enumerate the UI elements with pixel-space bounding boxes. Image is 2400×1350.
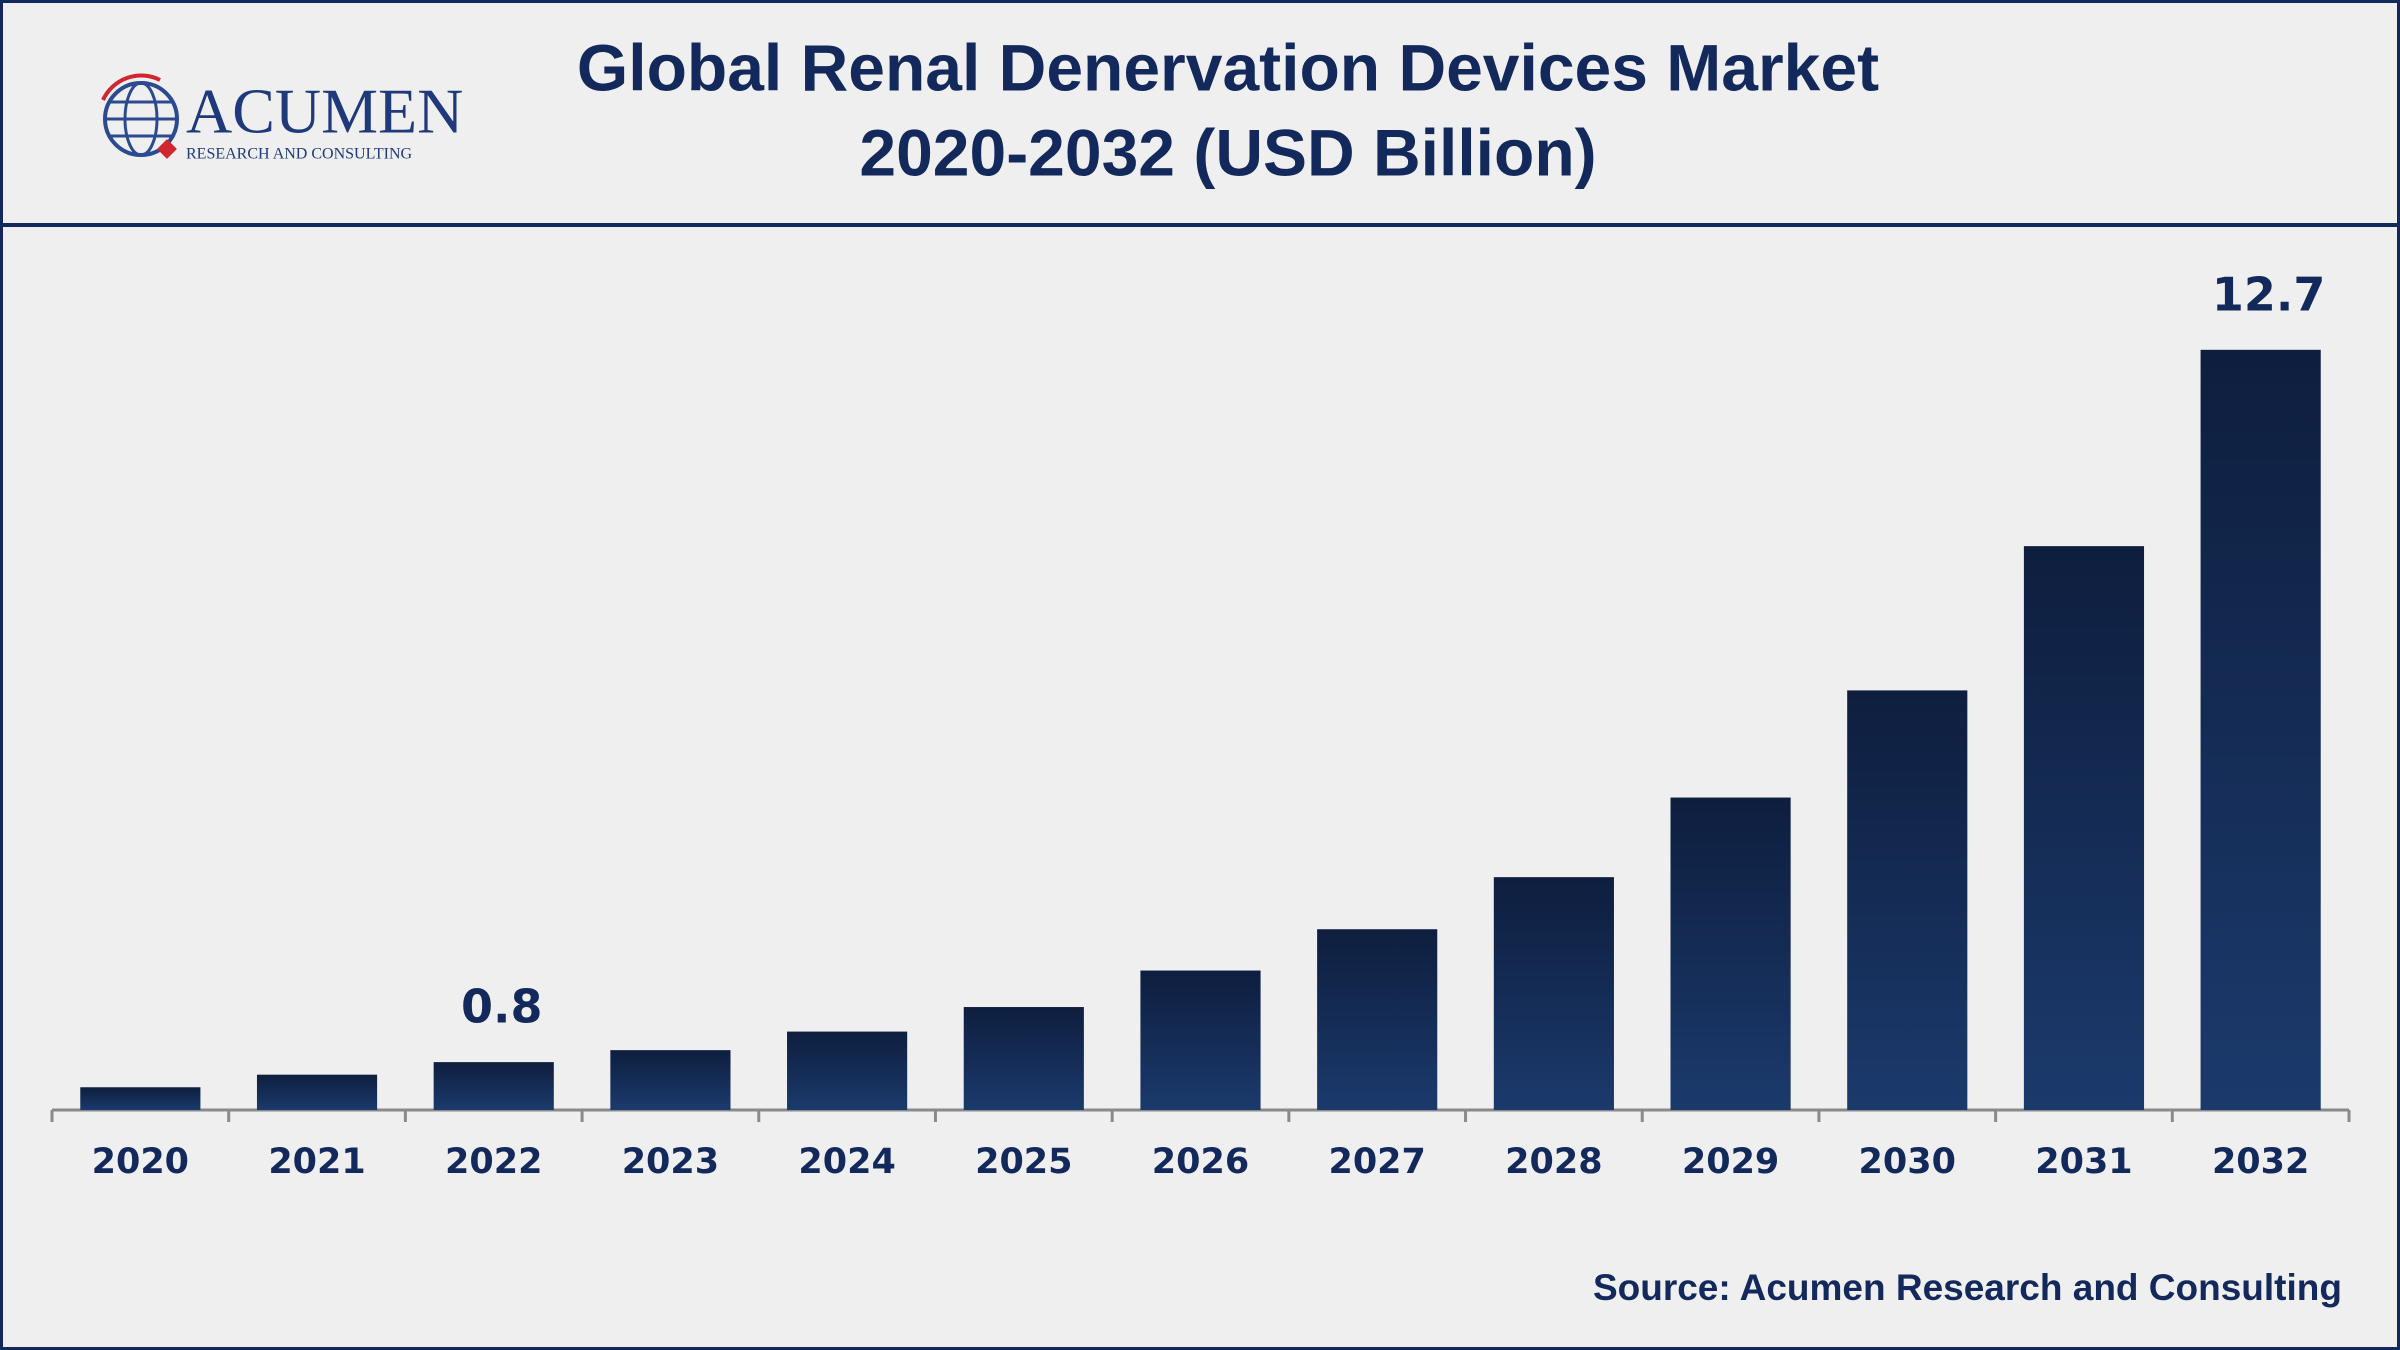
x-tick-label: 2024 xyxy=(798,1142,895,1182)
x-tick-label: 2020 xyxy=(92,1142,189,1182)
logo-tagline: RESEARCH AND CONSULTING xyxy=(186,146,413,163)
logo-diamond xyxy=(157,139,177,159)
x-tick-label: 2031 xyxy=(2035,1142,2132,1182)
logo-name: ACUMEN xyxy=(186,76,463,147)
bar xyxy=(1847,690,1968,1110)
value-label: 12.7 xyxy=(2212,267,2326,321)
value-label: 0.8 xyxy=(461,980,543,1034)
x-tick-label: 2025 xyxy=(975,1142,1072,1182)
bar xyxy=(1317,929,1438,1110)
logo-swoosh xyxy=(101,73,161,101)
x-tick-label: 2029 xyxy=(1682,1142,1779,1182)
bar xyxy=(1493,877,1614,1110)
x-tick-label: 2022 xyxy=(445,1142,542,1182)
chart-title: Global Renal Denervation Devices Market xyxy=(577,30,1879,104)
x-tick-label: 2027 xyxy=(1328,1142,1425,1182)
x-tick-label: 2021 xyxy=(268,1142,365,1182)
bar xyxy=(2200,349,2321,1110)
bar xyxy=(80,1087,201,1110)
chart-subtitle: 2020-2032 (USD Billion) xyxy=(859,115,1596,189)
x-tick-label: 2032 xyxy=(2212,1142,2309,1182)
bar xyxy=(787,1031,908,1110)
bar xyxy=(256,1074,378,1110)
x-tick-label: 2030 xyxy=(1859,1142,1956,1182)
bar xyxy=(433,1062,554,1110)
x-tick-label: 2026 xyxy=(1152,1142,1249,1182)
bar xyxy=(1140,970,1261,1110)
bar xyxy=(963,1007,1084,1110)
bar xyxy=(1670,797,1791,1110)
logo: ACUMEN RESEARCH AND CONSULTING xyxy=(101,73,463,163)
source-note: Source: Acumen Research and Consulting xyxy=(1593,1267,2342,1308)
x-tick-label: 2023 xyxy=(622,1142,719,1182)
bar xyxy=(610,1050,731,1110)
x-tick-label: 2028 xyxy=(1505,1142,1602,1182)
bar xyxy=(2023,546,2145,1110)
